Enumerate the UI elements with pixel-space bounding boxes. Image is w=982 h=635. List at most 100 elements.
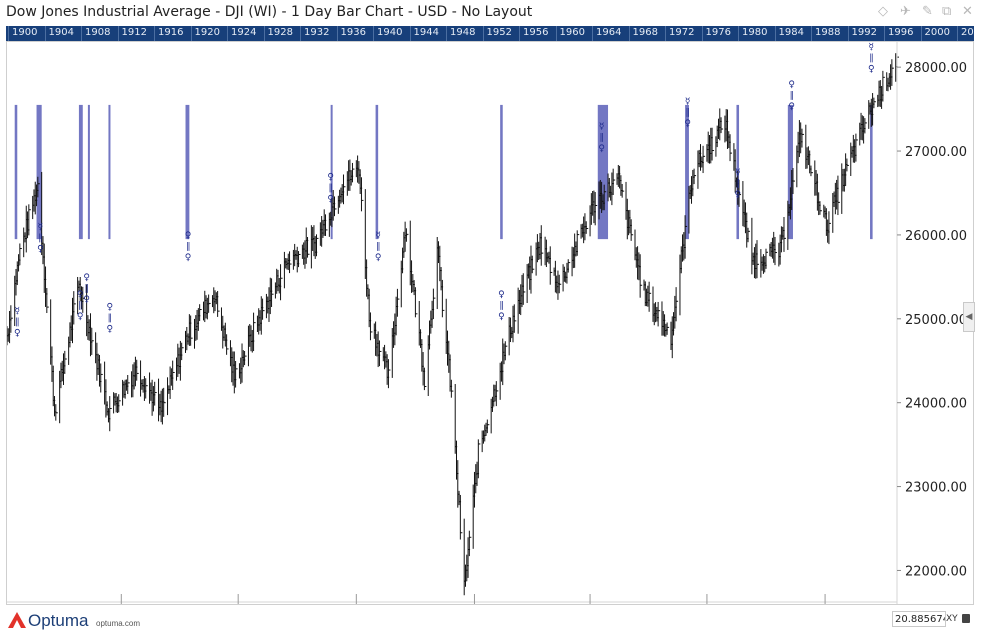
restore-icon[interactable]: ⧉: [942, 4, 952, 19]
timeline-year-label: 1968: [632, 27, 658, 38]
timeline-year-label: 1916: [158, 27, 184, 38]
timeline-tick: [555, 26, 557, 41]
aspect-glyph: ♀∥♀: [185, 231, 192, 263]
aspect-band: [330, 104, 333, 240]
aspect-glyph: ♀∥♀: [77, 290, 84, 322]
timeline-year-label: 1936: [340, 27, 366, 38]
pin-icon[interactable]: ✈: [900, 4, 911, 19]
brand-name: Optuma: [28, 611, 89, 630]
timeline-tick: [482, 26, 484, 41]
aspect-band: [500, 104, 503, 240]
timeline-year-label: 1940: [377, 27, 403, 38]
timeline-year-label: 1980: [742, 27, 768, 38]
y-tick-label: 25000.00: [905, 313, 967, 328]
aspect-glyph: ♀∥♀: [106, 302, 113, 334]
aspect-band: [375, 104, 379, 240]
timeline-year-label: 1904: [48, 27, 74, 38]
timeline-tick: [957, 26, 958, 41]
aspect-band: [597, 104, 609, 240]
aspect-glyph: ♀∥♀: [788, 80, 795, 112]
lock-icon[interactable]: [962, 614, 970, 623]
price-chart[interactable]: ♀∥☿♀∥☿♀∥♀♀∥♀♀∥♀♀∥♀♀∥♀♀∥☿♀∥♀♀∥☿ ♀∥☿♀∥☿♀∥♀♀…: [7, 42, 973, 604]
aspect-glyph: ♀∥♀: [83, 273, 90, 305]
aspect-glyph: ♀∥♀: [498, 290, 505, 322]
timeline-year-label: 1908: [85, 27, 111, 38]
chart-frame[interactable]: ♀∥☿ ♀∥☿ ♀∥♀ ♀∥♀ ♀∥♀ ♀∥♀ ♀∥♀ ♀∥☿ ♀∥♀ ♀∥☿ ♀∥☿ ♀∥☿ ♀∥♀ ♀…: [6, 41, 974, 605]
timeline-tick: [409, 26, 411, 41]
timeline-tick: [154, 26, 155, 41]
aspect-band: [14, 104, 18, 240]
timeline-tick: [117, 26, 119, 41]
brand-site: optuma.com: [96, 619, 141, 628]
timeline-tick: [300, 26, 301, 41]
status-footer: Optuma optuma.com 20.885674 XY: [0, 605, 982, 635]
timeline-year-label: 1920: [194, 27, 220, 38]
aspect-glyph: ♀∥☿: [734, 168, 741, 200]
aspect-band: [36, 104, 42, 240]
timeline-year-label: 1992: [851, 27, 877, 38]
y-tick-label: 23000.00: [905, 481, 967, 496]
aspect-glyph: ♀∥☿: [375, 231, 382, 263]
aspect-band: [78, 104, 83, 240]
timeline-tick: [701, 26, 703, 41]
y-tick-label: 26000.00: [905, 229, 967, 244]
timeline-tick: [81, 26, 82, 41]
edit-icon[interactable]: ✎: [922, 4, 933, 19]
diamond-icon[interactable]: ◇: [878, 4, 888, 19]
timeline-year-label: 1984: [778, 27, 804, 38]
aspect-glyph: ♀∥☿: [868, 42, 875, 74]
y-tick-label: 28000.00: [905, 61, 967, 76]
timeline-tick: [920, 26, 922, 41]
timeline-year-label: 1976: [705, 27, 731, 38]
y-tick-label: 22000.00: [905, 564, 967, 579]
aspect-band: [787, 104, 793, 240]
aspect-glyph: ♀∥☿: [598, 122, 605, 154]
timeline-tick: [227, 26, 228, 41]
timeline-tick: [884, 26, 885, 41]
y-tick-label: 24000.00: [905, 397, 967, 412]
timeline-overview-bar[interactable]: 1900 1904 1908 1912 1916 1920 1924 1928 1932 1936…: [6, 26, 974, 41]
aspect-band: [185, 104, 190, 240]
aspect-glyph: ♀∥☿: [37, 223, 44, 255]
timeline-year-label: 1972: [669, 27, 695, 38]
timeline-tick: [847, 26, 849, 41]
timeline-year-label: 1948: [450, 27, 476, 38]
timeline-year-label: 1912: [121, 27, 147, 38]
aspect-band: [870, 104, 873, 240]
timeline-year-label: 1964: [596, 27, 622, 38]
aspect-band: [87, 104, 90, 240]
timeline-tick: [519, 26, 520, 41]
timeline-tick: [373, 26, 374, 41]
aspect-glyph: ♀∥♀: [327, 172, 334, 204]
timeline-tick: [190, 26, 192, 41]
aspect-glyph: ♀∥☿: [14, 307, 21, 339]
timeline-year-label: 1988: [815, 27, 841, 38]
timeline-tick: [336, 26, 338, 41]
timeline-year-label: 1956: [523, 27, 549, 38]
optuma-logo-icon: [8, 612, 26, 628]
window-title: Dow Jones Industrial Average - DJI (WI) …: [6, 4, 533, 20]
chevron-left-icon: ◀: [965, 312, 973, 322]
timeline-year-label: 2004: [961, 27, 974, 38]
timeline-year-label: 1996: [888, 27, 914, 38]
timeline-tick: [8, 26, 9, 41]
timeline-year-label: 1960: [559, 27, 585, 38]
timeline-tick: [628, 26, 630, 41]
panel-toggle-handle[interactable]: ◀: [963, 302, 975, 332]
xy-toggle-button[interactable]: XY: [946, 614, 958, 624]
timeline-tick: [446, 26, 447, 41]
timeline-tick: [738, 26, 739, 41]
timeline-tick: [811, 26, 812, 41]
chart-background: [7, 42, 973, 604]
timeline-tick: [592, 26, 593, 41]
y-tick-label: 27000.00: [905, 145, 967, 160]
timeline-year-label: 1944: [413, 27, 439, 38]
aspect-glyph: ♀∥☿: [684, 97, 691, 129]
aspect-band: [108, 104, 111, 240]
timeline-year-label: 1900: [12, 27, 38, 38]
timeline-tick: [774, 26, 776, 41]
window-titlebar: Dow Jones Industrial Average - DJI (WI) …: [0, 0, 982, 26]
coordinate-readout: 20.885674: [892, 611, 946, 627]
timeline-year-label: 1932: [304, 27, 330, 38]
close-icon[interactable]: ✕: [962, 4, 973, 19]
